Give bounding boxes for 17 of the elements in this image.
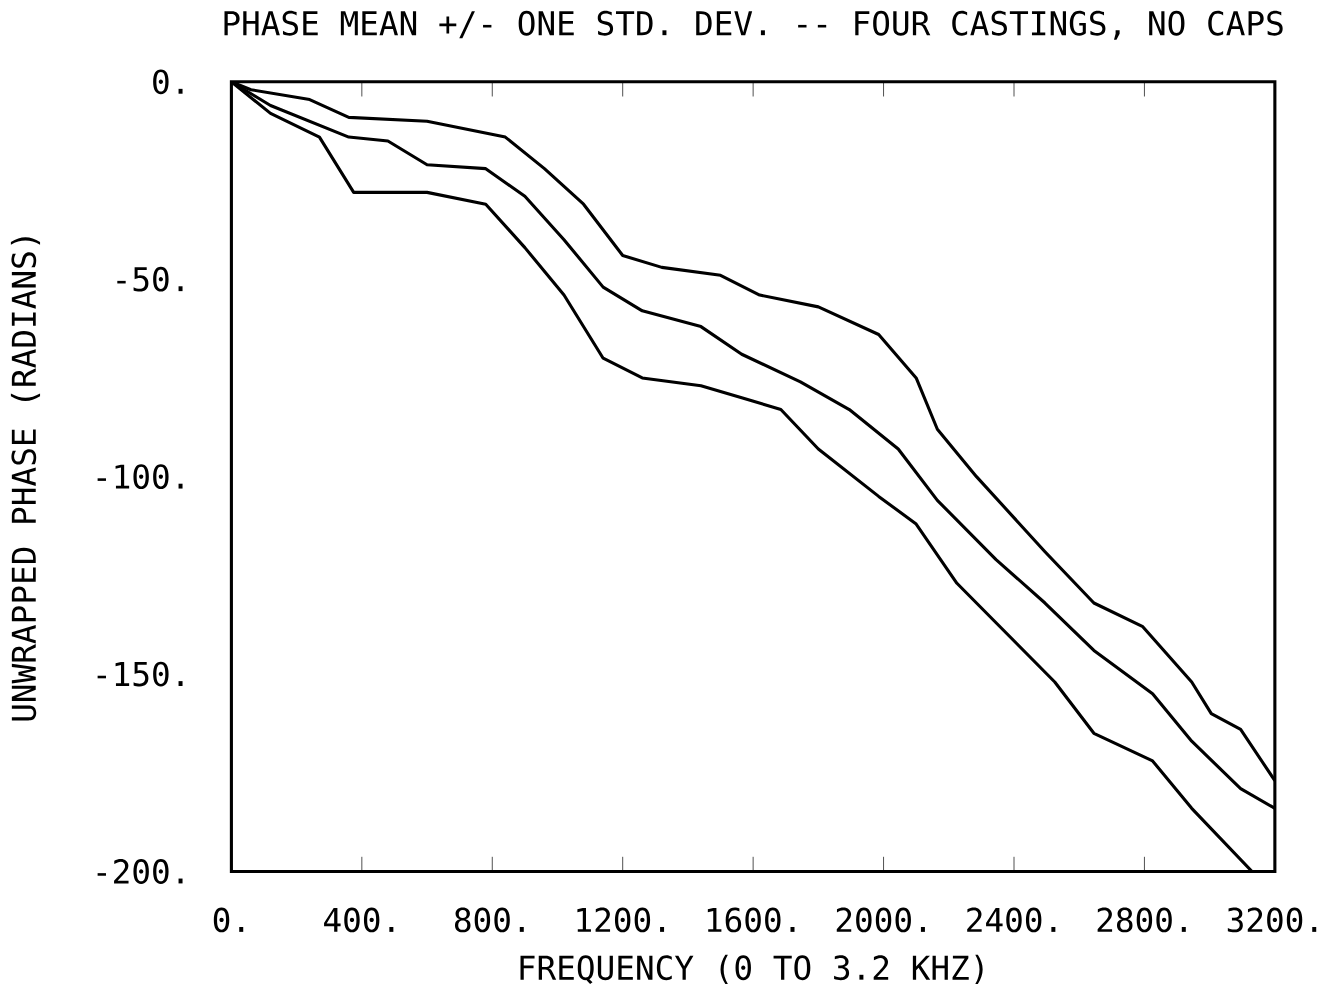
x-tick-label: 3200. [1227,907,1317,933]
y-tick-label: -100. [97,464,183,490]
y-axis-title: UNWRAPPED PHASE (RADIANS) [10,237,41,721]
x-tick-label: 2400. [967,907,1056,933]
y-tick-label: -200. [97,859,183,884]
y-tick-label: -50. [117,266,183,292]
x-tick-label: 0. [213,907,244,933]
x-tick-label: 400. [324,907,394,933]
y-tick-label: -150. [97,661,183,687]
x-tick-label: 2800. [1097,907,1186,933]
chart-title: PHASE MEAN +/- ONE STD. DEV. -- FOUR CASTINGS, NO CAPS [224,10,1283,40]
x-tick-label: 800. [454,907,524,933]
y-tick-label: 0. [153,69,183,95]
x-tick-label: 1200. [577,907,665,933]
x-tick-label: 2000. [836,907,925,933]
x-tick-label: 1600. [707,907,795,933]
x-axis-title: FREQUENCY (0 TO 3.2 KHZ) [520,954,983,985]
